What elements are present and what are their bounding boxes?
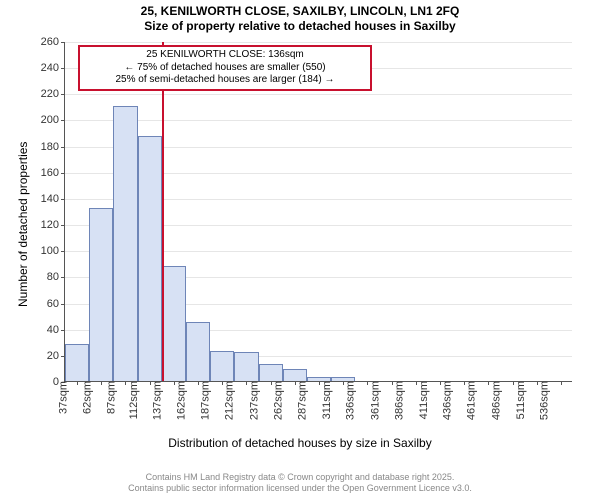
y-tick-label: 220: [41, 88, 65, 100]
x-tick-label: 137sqm: [145, 381, 163, 420]
x-tick-label: 62sqm: [76, 381, 94, 414]
y-tick-label: 20: [47, 350, 65, 362]
footer-line2: Contains public sector information licen…: [0, 483, 600, 494]
x-tick-label: 287sqm: [290, 381, 308, 420]
y-tick-label: 120: [41, 219, 65, 231]
annotation-box: 25 KENILWORTH CLOSE: 136sqm ← 75% of det…: [78, 45, 373, 91]
x-tick-label: 311sqm: [315, 381, 333, 419]
gridline: [65, 94, 572, 95]
histogram-bar: [162, 266, 186, 381]
x-tick-label: 187sqm: [194, 381, 212, 420]
y-tick-label: 160: [41, 167, 65, 179]
x-tick-label: 112sqm: [121, 381, 139, 419]
x-tick-label: 486sqm: [484, 381, 502, 420]
y-tick-label: 240: [41, 62, 65, 74]
x-tick-label: 436sqm: [436, 381, 454, 420]
reference-line: [162, 42, 164, 381]
x-tick-label: 361sqm: [363, 381, 381, 420]
x-tick-mark: [561, 381, 562, 385]
x-tick-label: 212sqm: [218, 381, 236, 420]
annotation-line3: 25% of semi-detached houses are larger (…: [84, 74, 367, 87]
y-tick-label: 180: [41, 141, 65, 153]
gridline: [65, 42, 572, 43]
histogram-bar: [65, 344, 89, 381]
x-tick-label: 87sqm: [100, 381, 118, 414]
y-tick-label: 140: [41, 193, 65, 205]
x-tick-label: 237sqm: [242, 381, 260, 420]
y-tick-label: 200: [41, 114, 65, 126]
footer-attribution: Contains HM Land Registry data © Crown c…: [0, 472, 600, 495]
annotation-line1: 25 KENILWORTH CLOSE: 136sqm: [84, 49, 367, 62]
histogram-bar: [259, 364, 283, 381]
x-tick-label: 37sqm: [52, 381, 70, 414]
histogram-bar: [186, 322, 210, 381]
x-tick-label: 162sqm: [169, 381, 187, 420]
histogram-bar: [113, 106, 137, 381]
title-line1: 25, KENILWORTH CLOSE, SAXILBY, LINCOLN, …: [0, 4, 600, 19]
title-line2: Size of property relative to detached ho…: [0, 19, 600, 34]
histogram-bar: [234, 352, 258, 381]
y-tick-label: 80: [47, 271, 65, 283]
y-tick-label: 260: [41, 36, 65, 48]
x-axis-label: Distribution of detached houses by size …: [0, 436, 600, 450]
plot-area: 02040608010012014016018020022024026037sq…: [64, 42, 572, 382]
x-tick-label: 461sqm: [460, 381, 478, 420]
histogram-bar: [89, 208, 113, 381]
chart-container: 25, KENILWORTH CLOSE, SAXILBY, LINCOLN, …: [0, 0, 600, 500]
histogram-bar: [138, 136, 162, 381]
x-tick-label: 511sqm: [509, 381, 527, 419]
histogram-bar: [283, 369, 307, 381]
x-tick-label: 536sqm: [532, 381, 550, 420]
x-tick-label: 411sqm: [412, 381, 430, 419]
y-axis-label: Number of detached properties: [16, 142, 30, 307]
footer-line1: Contains HM Land Registry data © Crown c…: [0, 472, 600, 483]
x-tick-label: 386sqm: [387, 381, 405, 420]
x-tick-label: 336sqm: [339, 381, 357, 420]
annotation-line2: ← 75% of detached houses are smaller (55…: [84, 62, 367, 75]
y-tick-label: 100: [41, 245, 65, 257]
x-tick-label: 262sqm: [266, 381, 284, 420]
chart-title: 25, KENILWORTH CLOSE, SAXILBY, LINCOLN, …: [0, 0, 600, 34]
gridline: [65, 120, 572, 121]
histogram-bar: [210, 351, 234, 381]
y-tick-label: 40: [47, 324, 65, 336]
y-tick-label: 60: [47, 298, 65, 310]
